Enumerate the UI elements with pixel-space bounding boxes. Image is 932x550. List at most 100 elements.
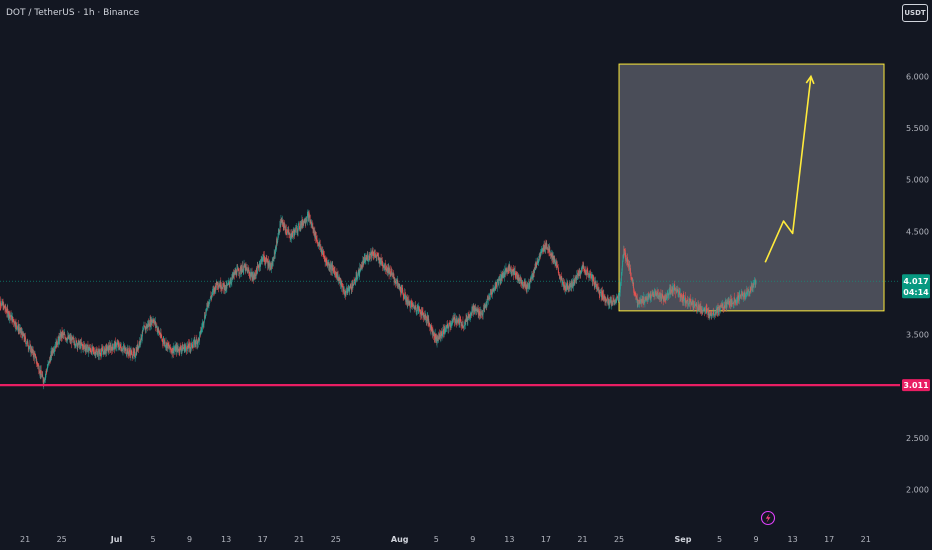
candle-body: [708, 310, 710, 316]
candle-body: [3, 303, 5, 307]
projection-arrow[interactable]: [764, 76, 812, 263]
candle-body: [460, 320, 462, 326]
candle-body: [422, 309, 423, 312]
candle-body: [196, 339, 197, 345]
y-tick-label: 5.500: [906, 124, 929, 133]
candle-body: [385, 262, 386, 270]
candle-body: [57, 344, 58, 345]
candle-body: [15, 322, 17, 327]
candle-body: [334, 270, 336, 275]
y-tick-label: 2.000: [906, 486, 929, 495]
candle-body: [679, 291, 681, 294]
candle-body: [299, 223, 300, 229]
candle-body: [349, 288, 350, 292]
candle-body: [296, 227, 298, 233]
candle-body: [516, 273, 517, 278]
candle-body: [487, 299, 488, 303]
candle-body: [210, 298, 211, 300]
candle-body: [251, 272, 253, 280]
candle-body: [402, 289, 404, 293]
candle-body: [637, 300, 639, 307]
candle-body: [557, 265, 558, 267]
candle-body: [226, 284, 228, 289]
currency-button[interactable]: USDT: [902, 4, 928, 22]
y-tick-label: 4.500: [906, 227, 929, 236]
candle-body: [378, 256, 380, 259]
candle-body: [242, 265, 244, 272]
candle-body: [414, 307, 416, 309]
lightning-icon[interactable]: [760, 510, 776, 526]
candle-body: [458, 318, 459, 321]
candle-body: [621, 274, 622, 283]
candle-body: [317, 242, 319, 245]
candle-body: [417, 308, 418, 312]
candle-body: [511, 269, 513, 272]
candle-body: [634, 290, 635, 293]
x-tick-label: 17: [258, 535, 268, 544]
candle-body: [602, 295, 604, 297]
candle-body: [482, 310, 484, 315]
candle-body: [390, 274, 392, 277]
candle-body: [667, 294, 668, 299]
candle-body: [265, 260, 267, 264]
price-axis[interactable]: 2.0002.5003.0003.5004.0004.5005.0005.500…: [900, 0, 932, 550]
candle-body: [531, 276, 532, 280]
x-tick-label: 25: [331, 535, 341, 544]
candle-body: [597, 287, 599, 291]
candle-body: [218, 285, 220, 288]
candle-body: [524, 281, 526, 286]
x-tick-label: 9: [187, 535, 192, 544]
candle-body: [558, 270, 559, 274]
levels-layer: [0, 280, 900, 387]
candle-body: [634, 293, 636, 296]
candle-body: [358, 273, 359, 275]
candles-layer: [0, 209, 757, 390]
candle-body: [58, 336, 60, 340]
candle-body: [356, 278, 358, 279]
candle-body: [331, 266, 332, 271]
candle-body: [25, 337, 26, 342]
candle-body: [172, 347, 173, 354]
candle-body: [164, 341, 166, 346]
candle-body: [361, 264, 362, 266]
candle-body: [529, 281, 531, 284]
candle-body: [98, 351, 99, 355]
candle-body: [32, 349, 34, 355]
candle-body: [549, 247, 551, 255]
candle-body: [488, 298, 489, 301]
candle-body: [81, 342, 82, 345]
x-tick-label: Aug: [391, 535, 409, 544]
candle-body: [497, 281, 498, 288]
candle-body: [598, 287, 600, 293]
target-box[interactable]: [618, 63, 885, 312]
candle-body: [155, 321, 157, 327]
candle-body: [13, 320, 15, 324]
candle-body: [454, 317, 456, 322]
candle-body: [229, 281, 230, 283]
time-axis[interactable]: 21 25 Jul 5 9 13 17 21 25 Aug 5 9 13 17 21 25 Sep 5 9 13 17 2…: [20, 535, 871, 544]
x-tick-label: 9: [754, 535, 759, 544]
candle-body: [280, 224, 282, 228]
candle-body: [116, 344, 117, 347]
candle-body: [428, 318, 430, 323]
candle-body: [247, 269, 249, 274]
candle-body: [643, 296, 645, 303]
candle-body: [7, 310, 9, 317]
candle-body: [591, 275, 593, 279]
projection-arrowhead: [805, 74, 815, 85]
candle-body: [581, 272, 582, 274]
support-price-label-bg: [902, 379, 930, 392]
candle-body: [504, 270, 506, 275]
x-tick-label: 25: [614, 535, 624, 544]
candle-body: [498, 278, 500, 284]
candle-body: [455, 318, 457, 323]
candle-body: [34, 355, 36, 359]
candle-body: [413, 305, 415, 308]
candle-body: [395, 281, 397, 283]
candle-body: [534, 267, 535, 273]
candle-body: [35, 355, 37, 357]
candle-body: [367, 255, 369, 261]
candle-body: [96, 351, 97, 354]
candle-body: [215, 287, 217, 291]
